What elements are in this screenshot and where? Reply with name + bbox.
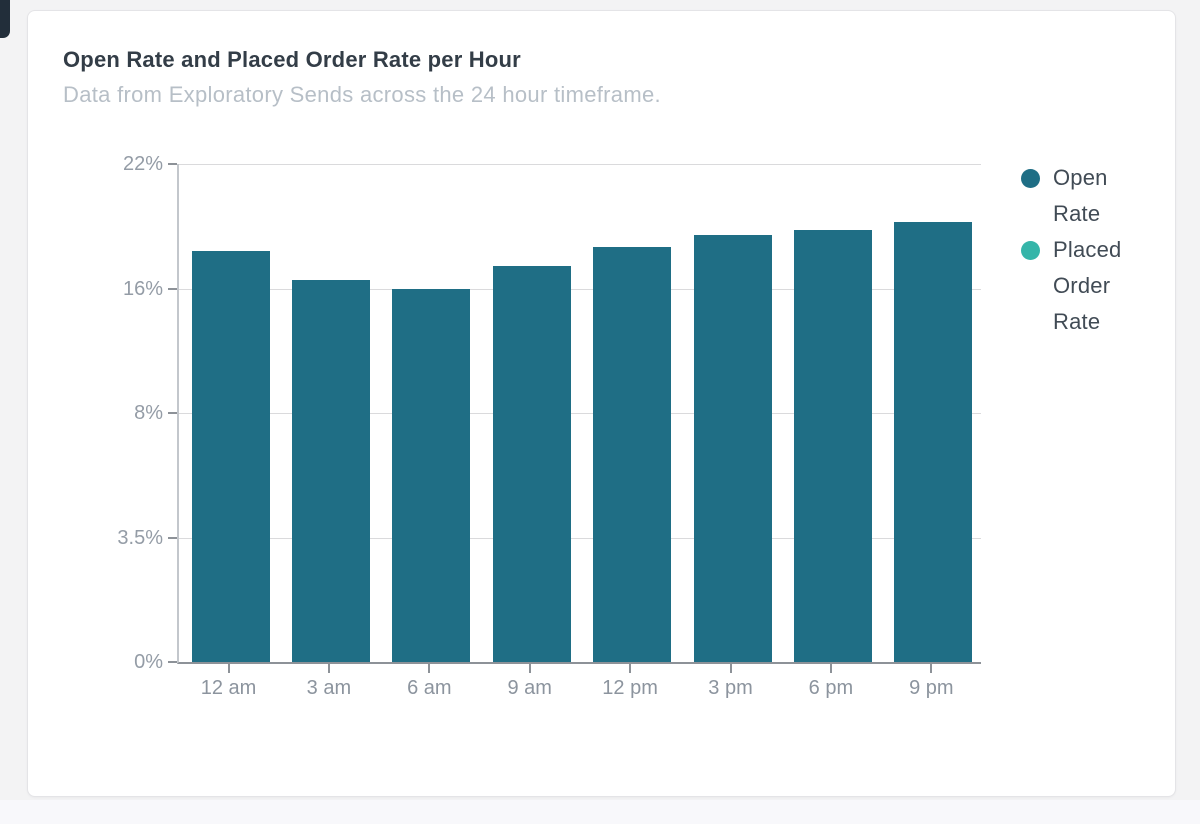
x-axis-tick-mark — [227, 664, 230, 673]
x-axis-tick-label: 9 am — [507, 677, 552, 699]
y-axis-tick-mark — [168, 287, 177, 290]
legend-swatch-icon — [1021, 241, 1040, 260]
bar-open-rate-6am — [392, 288, 471, 662]
page-bottom-strip — [0, 800, 1200, 824]
y-axis-tick-label: 3.5% — [117, 526, 163, 549]
y-axis-tick-label: 8% — [134, 402, 163, 424]
y-axis-tick-mark — [168, 536, 177, 539]
plot-area — [177, 164, 981, 664]
legend-label: Open Rate — [1053, 165, 1108, 226]
y-axis-tick-label: 0% — [134, 651, 163, 673]
x-axis-tick-mark — [428, 664, 431, 673]
x-axis-tick-mark — [528, 664, 531, 673]
gridline — [179, 537, 981, 539]
bar-open-rate-9pm — [894, 222, 973, 662]
bar-open-rate-3pm — [693, 234, 772, 662]
legend: Open Rate Placed Order Rate — [1021, 160, 1171, 340]
y-axis-tick-label: 22% — [122, 153, 163, 175]
gridline — [179, 413, 981, 414]
legend-swatch-icon — [1021, 169, 1040, 188]
topleft-partial-element — [0, 0, 10, 38]
gridline — [179, 288, 981, 290]
legend-item-open-rate[interactable]: Open Rate — [1021, 160, 1171, 232]
legend-item-placed-order-rate[interactable]: Placed Order Rate — [1021, 232, 1171, 340]
x-axis-tick-mark — [729, 664, 732, 673]
gridline — [179, 164, 981, 165]
x-axis-tick-mark — [930, 664, 933, 673]
chart-subtitle: Data from Exploratory Sends across the 2… — [63, 82, 661, 107]
chart-card: Open Rate and Placed Order Rate per Hour… — [27, 10, 1176, 797]
bar-open-rate-12am — [191, 251, 270, 662]
bar-open-rate-12pm — [593, 247, 672, 662]
x-axis-tick-label: 6 am — [407, 677, 452, 699]
x-axis-tick-label: 3 am — [306, 677, 352, 699]
legend-label: Placed Order Rate — [1053, 237, 1122, 334]
x-axis-tick-mark — [629, 664, 632, 673]
bar-open-rate-9am — [492, 265, 571, 662]
x-axis-tick-label: 6 pm — [808, 677, 854, 699]
y-axis-tick-label: 16% — [122, 277, 163, 300]
bar-open-rate-6pm — [793, 230, 872, 662]
x-axis-tick-label: 12 am — [200, 677, 257, 699]
bar-open-rate-3am — [291, 280, 370, 662]
y-axis-tick-mark — [168, 661, 177, 663]
x-axis-tick-label: 9 pm — [909, 677, 954, 699]
y-axis-tick-mark — [168, 412, 177, 414]
x-axis-tick-mark — [327, 664, 330, 673]
x-axis-tick-mark — [829, 664, 832, 673]
x-axis-tick-label: 12 pm — [602, 677, 658, 699]
x-axis-tick-label: 3 pm — [708, 677, 753, 699]
chart-title: Open Rate and Placed Order Rate per Hour — [63, 47, 521, 72]
y-axis-tick-mark — [168, 163, 177, 165]
